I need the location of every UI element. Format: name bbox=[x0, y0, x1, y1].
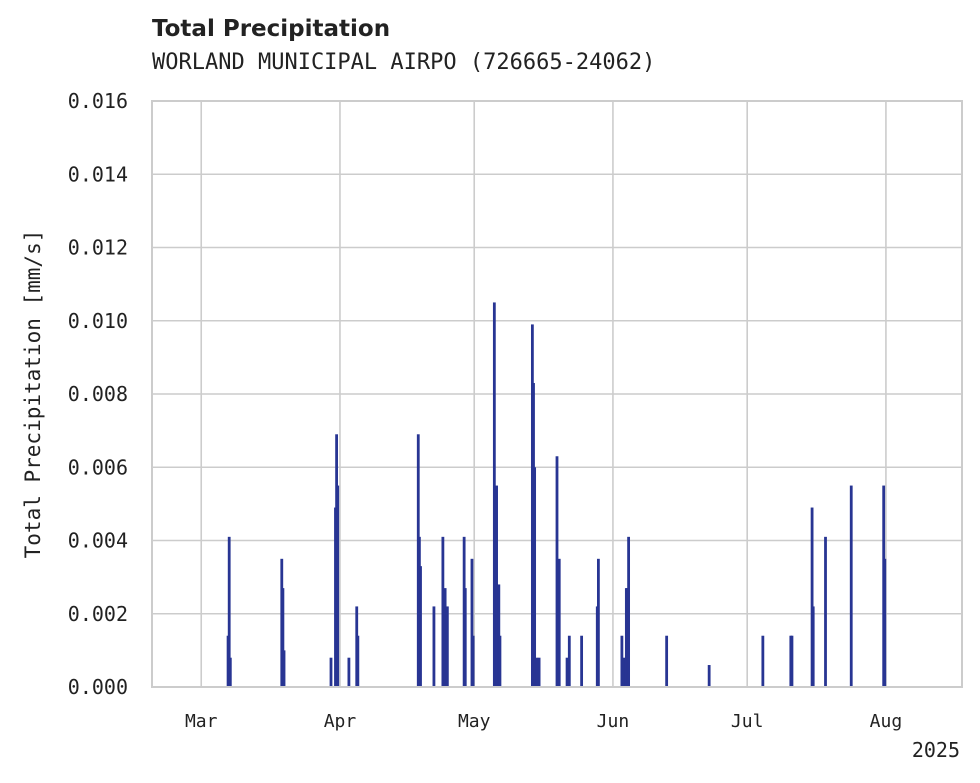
precipitation-bar bbox=[471, 635, 475, 687]
precipitation-bar bbox=[565, 657, 569, 687]
x-tick-label: Jun bbox=[597, 711, 630, 732]
precipitation-bar bbox=[347, 657, 351, 687]
precipitation-bar bbox=[537, 657, 541, 687]
precipitation-bar bbox=[761, 635, 765, 687]
precipitation-bar bbox=[463, 588, 467, 687]
precipitation-bars bbox=[226, 302, 887, 687]
y-tick-label: 0.016 bbox=[68, 89, 128, 113]
y-tick-label: 0.014 bbox=[68, 162, 128, 186]
precipitation-bar bbox=[445, 606, 449, 687]
plot-frame bbox=[151, 100, 963, 688]
y-axis-ticks: 0.000 0.002 0.004 0.006 0.008 0.010 0.012 0.014… bbox=[68, 89, 128, 699]
x-axis-ticks: Mar Apr May Jun Jul Aug bbox=[185, 711, 902, 732]
precipitation-bar bbox=[336, 485, 340, 687]
precipitation-bar bbox=[790, 635, 794, 687]
precipitation-bar bbox=[883, 558, 887, 687]
y-tick-label: 0.008 bbox=[68, 382, 128, 406]
precipitation-bar bbox=[432, 606, 436, 687]
precipitation-bar bbox=[329, 657, 333, 687]
x-tick-label: Apr bbox=[324, 711, 357, 732]
y-tick-label: 0.000 bbox=[68, 675, 128, 699]
y-tick-label: 0.006 bbox=[68, 455, 128, 479]
precipitation-bar bbox=[596, 558, 600, 687]
precipitation-bar bbox=[419, 566, 422, 687]
chart-subtitle: WORLAND MUNICIPAL AIRPO (726665-24062) bbox=[152, 50, 656, 75]
precipitation-bar bbox=[356, 635, 360, 687]
y-tick-label: 0.002 bbox=[68, 602, 128, 626]
precipitation-bar bbox=[557, 558, 561, 687]
precipitation-bar bbox=[443, 588, 447, 687]
precipitation-bar bbox=[533, 467, 537, 687]
precipitation-bar bbox=[580, 635, 584, 687]
precipitation-bar bbox=[498, 635, 502, 687]
precipitation-bar bbox=[567, 635, 571, 687]
precipitation-bar bbox=[281, 588, 285, 687]
precipitation-bar bbox=[282, 650, 286, 687]
y-axis-label: Total Precipitation [mm/s] bbox=[21, 230, 45, 559]
precipitation-bar bbox=[622, 657, 626, 687]
precipitation-bar bbox=[492, 302, 496, 687]
precipitation-bar bbox=[535, 657, 539, 687]
precipitation-bar bbox=[665, 635, 669, 687]
precipitation-bar bbox=[555, 456, 559, 687]
x-year-label: 2025 bbox=[912, 738, 960, 762]
precipitation-bar bbox=[849, 485, 853, 687]
y-tick-label: 0.012 bbox=[68, 236, 128, 260]
precipitation-bar bbox=[470, 558, 474, 687]
grid-lines bbox=[152, 100, 962, 688]
y-tick-label: 0.010 bbox=[68, 309, 128, 333]
precipitation-bar bbox=[441, 536, 445, 687]
precipitation-bar bbox=[811, 606, 815, 687]
x-tick-label: Mar bbox=[185, 711, 218, 732]
precipitation-bar bbox=[627, 536, 631, 687]
precipitation-bar bbox=[495, 485, 498, 687]
precipitation-bar bbox=[227, 536, 231, 687]
y-tick-label: 0.004 bbox=[68, 529, 128, 553]
x-tick-label: Aug bbox=[870, 711, 903, 732]
x-tick-label: Jul bbox=[731, 711, 764, 732]
x-tick-label: May bbox=[458, 711, 491, 732]
precipitation-bar bbox=[620, 635, 624, 687]
precipitation-bar bbox=[228, 657, 232, 687]
precipitation-bar bbox=[810, 507, 814, 687]
chart-title: Total Precipitation bbox=[152, 16, 391, 42]
precipitation-bar bbox=[707, 665, 711, 687]
precipitation-bar bbox=[824, 536, 827, 687]
